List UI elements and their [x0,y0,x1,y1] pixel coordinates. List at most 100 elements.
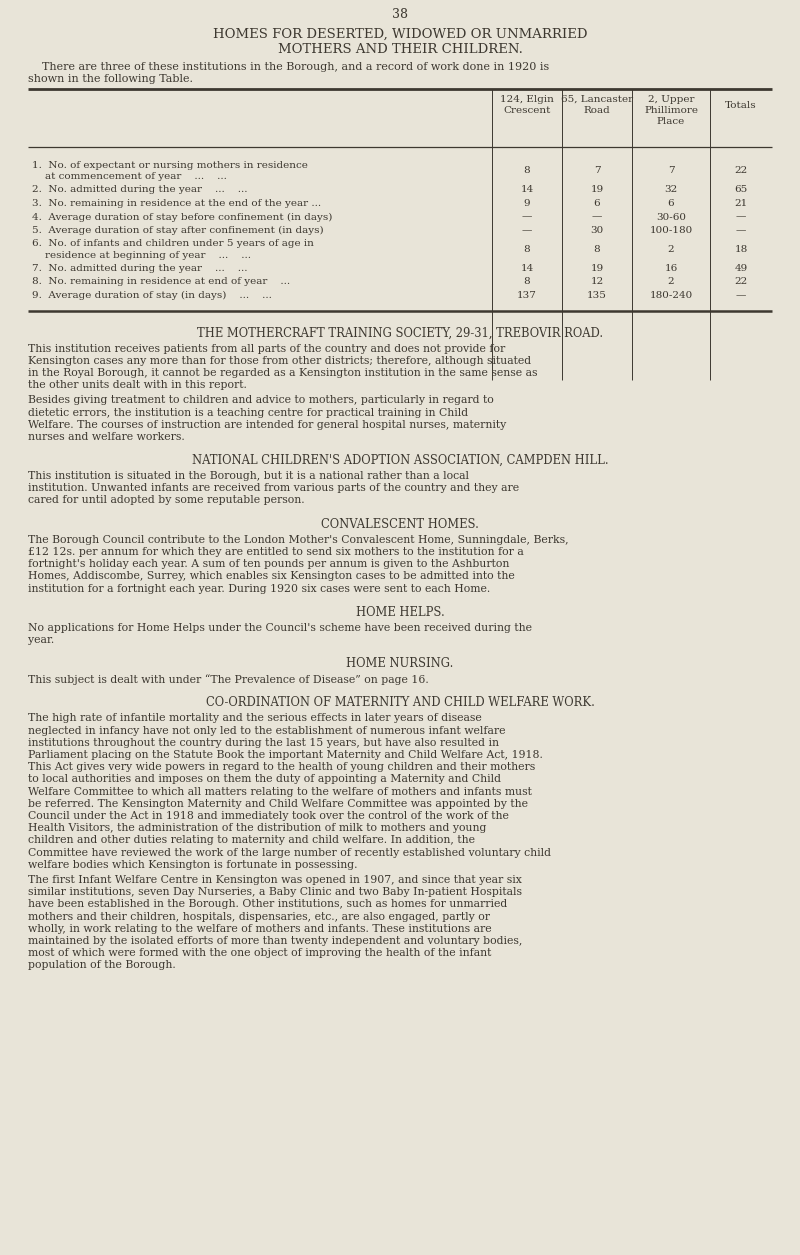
Text: There are three of these institutions in the Borough, and a record of work done : There are three of these institutions in… [28,61,550,72]
Text: mothers and their children, hospitals, dispensaries, etc., are also engaged, par: mothers and their children, hospitals, d… [28,911,490,921]
Text: welfare bodies which Kensington is fortunate in possessing.: welfare bodies which Kensington is fortu… [28,860,358,870]
Text: Road: Road [584,105,610,115]
Text: 2: 2 [668,245,674,254]
Text: Kensington cases any more than for those from other districts; therefore, althou: Kensington cases any more than for those… [28,355,531,365]
Text: —: — [592,212,602,221]
Text: maintained by the isolated efforts of more than twenty independent and voluntary: maintained by the isolated efforts of mo… [28,936,522,946]
Text: —: — [522,212,532,221]
Text: nurses and welfare workers.: nurses and welfare workers. [28,432,185,442]
Text: to local authorities and imposes on them the duty of appointing a Maternity and : to local authorities and imposes on them… [28,774,501,784]
Text: £12 12s. per annum for which they are entitled to send six mothers to the instit: £12 12s. per annum for which they are en… [28,547,524,557]
Text: 6: 6 [594,200,600,208]
Text: 137: 137 [517,291,537,300]
Text: The high rate of infantile mortality and the serious effects in later years of d: The high rate of infantile mortality and… [28,713,482,723]
Text: 6: 6 [668,200,674,208]
Text: 14: 14 [520,186,534,195]
Text: 12: 12 [590,277,604,286]
Text: 7: 7 [668,166,674,174]
Text: year.: year. [28,635,54,645]
Text: have been established in the Borough. Other institutions, such as homes for unma: have been established in the Borough. Ot… [28,900,507,910]
Text: —: — [736,226,746,235]
Text: 6.  No. of infants and children under 5 years of age in: 6. No. of infants and children under 5 y… [32,240,314,248]
Text: Welfare. The courses of instruction are intended for general hospital nurses, ma: Welfare. The courses of instruction are … [28,419,506,429]
Text: similar institutions, seven Day Nurseries, a Baby Clinic and two Baby In-patient: similar institutions, seven Day Nurserie… [28,887,522,897]
Text: cared for until adopted by some reputable person.: cared for until adopted by some reputabl… [28,496,305,506]
Text: NATIONAL CHILDREN'S ADOPTION ASSOCIATION, CAMPDEN HILL.: NATIONAL CHILDREN'S ADOPTION ASSOCIATION… [192,454,608,467]
Text: —: — [736,212,746,221]
Text: 38: 38 [392,8,408,21]
Text: Phillimore: Phillimore [644,105,698,115]
Text: The first Infant Welfare Centre in Kensington was opened in 1907, and since that: The first Infant Welfare Centre in Kensi… [28,875,522,885]
Text: 16: 16 [664,264,678,274]
Text: 8: 8 [524,245,530,254]
Text: institution for a fortnight each year. During 1920 six cases were sent to each H: institution for a fortnight each year. D… [28,584,490,594]
Text: 22: 22 [734,277,748,286]
Text: at commencement of year    ...    ...: at commencement of year ... ... [32,172,227,181]
Text: 19: 19 [590,186,604,195]
Text: This institution is situated in the Borough, but it is a national rather than a : This institution is situated in the Boro… [28,471,469,481]
Text: Parliament placing on the Statute Book the important Maternity and Child Welfare: Parliament placing on the Statute Book t… [28,750,543,759]
Text: 8: 8 [524,166,530,174]
Text: 8: 8 [594,245,600,254]
Text: 135: 135 [587,291,607,300]
Text: 65, Lancaster: 65, Lancaster [561,95,633,104]
Text: be referred. The Kensington Maternity and Child Welfare Committee was appointed : be referred. The Kensington Maternity an… [28,798,528,808]
Text: No applications for Home Helps under the Council's scheme have been received dur: No applications for Home Helps under the… [28,622,532,633]
Text: MOTHERS AND THEIR CHILDREN.: MOTHERS AND THEIR CHILDREN. [278,43,522,56]
Text: 32: 32 [664,186,678,195]
Text: 9: 9 [524,200,530,208]
Text: Place: Place [657,117,685,126]
Text: —: — [522,226,532,235]
Text: HOME NURSING.: HOME NURSING. [346,658,454,670]
Text: 3.  No. remaining in residence at the end of the year ...: 3. No. remaining in residence at the end… [32,200,321,208]
Text: 7: 7 [594,166,600,174]
Text: in the Royal Borough, it cannot be regarded as a Kensington institution in the s: in the Royal Borough, it cannot be regar… [28,368,538,378]
Text: CONVALESCENT HOMES.: CONVALESCENT HOMES. [321,518,479,531]
Text: institution. Unwanted infants are received from various parts of the country and: institution. Unwanted infants are receiv… [28,483,519,493]
Text: HOMES FOR DESERTED, WIDOWED OR UNMARRIED: HOMES FOR DESERTED, WIDOWED OR UNMARRIED [213,28,587,41]
Text: wholly, in work relating to the welfare of mothers and infants. These institutio: wholly, in work relating to the welfare … [28,924,492,934]
Text: institutions throughout the country during the last 15 years, but have also resu: institutions throughout the country duri… [28,738,499,748]
Text: 8: 8 [524,277,530,286]
Text: 9.  Average duration of stay (in days)    ...    ...: 9. Average duration of stay (in days) ..… [32,291,272,300]
Text: 2.  No. admitted during the year    ...    ...: 2. No. admitted during the year ... ... [32,186,247,195]
Text: 7.  No. admitted during the year    ...    ...: 7. No. admitted during the year ... ... [32,264,247,274]
Text: 2: 2 [668,277,674,286]
Text: This Act gives very wide powers in regard to the health of young children and th: This Act gives very wide powers in regar… [28,762,535,772]
Text: Besides giving treatment to children and advice to mothers, particularly in rega: Besides giving treatment to children and… [28,395,494,405]
Text: HOME HELPS.: HOME HELPS. [356,606,444,619]
Text: Health Visitors, the administration of the distribution of milk to mothers and y: Health Visitors, the administration of t… [28,823,486,833]
Text: 30: 30 [590,226,604,235]
Text: 1.  No. of expectant or nursing mothers in residence: 1. No. of expectant or nursing mothers i… [32,161,308,169]
Text: 5.  Average duration of stay after confinement (in days): 5. Average duration of stay after confin… [32,226,324,235]
Text: Homes, Addiscombe, Surrey, which enables six Kensington cases to be admitted int: Homes, Addiscombe, Surrey, which enables… [28,571,514,581]
Text: Committee have reviewed the work of the large number of recently established vol: Committee have reviewed the work of the … [28,847,551,857]
Text: CO-ORDINATION OF MATERNITY AND CHILD WELFARE WORK.: CO-ORDINATION OF MATERNITY AND CHILD WEL… [206,697,594,709]
Text: This subject is dealt with under “The Prevalence of Disease” on page 16.: This subject is dealt with under “The Pr… [28,674,429,685]
Text: most of which were formed with the one object of improving the health of the inf: most of which were formed with the one o… [28,948,491,958]
Text: population of the Borough.: population of the Borough. [28,960,176,970]
Text: 65: 65 [734,186,748,195]
Text: children and other duties relating to maternity and child welfare. In addition, : children and other duties relating to ma… [28,836,475,846]
Text: This institution receives patients from all parts of the country and does not pr: This institution receives patients from … [28,344,506,354]
Text: 124, Elgin: 124, Elgin [500,95,554,104]
Text: 49: 49 [734,264,748,274]
Text: 8.  No. remaining in residence at end of year    ...: 8. No. remaining in residence at end of … [32,277,290,286]
Text: THE MOTHERCRAFT TRAINING SOCIETY, 29-31, TREBOVIR ROAD.: THE MOTHERCRAFT TRAINING SOCIETY, 29-31,… [197,326,603,340]
Text: 18: 18 [734,245,748,254]
Text: Council under the Act in 1918 and immediately took over the control of the work : Council under the Act in 1918 and immedi… [28,811,509,821]
Text: 14: 14 [520,264,534,274]
Text: 4.  Average duration of stay before confinement (in days): 4. Average duration of stay before confi… [32,212,332,222]
Text: 2, Upper: 2, Upper [648,95,694,104]
Text: Totals: Totals [725,100,757,110]
Text: Welfare Committee to which all matters relating to the welfare of mothers and in: Welfare Committee to which all matters r… [28,787,532,797]
Text: residence at beginning of year    ...    ...: residence at beginning of year ... ... [32,251,251,260]
Text: —: — [736,291,746,300]
Text: 19: 19 [590,264,604,274]
Text: Crescent: Crescent [503,105,550,115]
Text: the other units dealt with in this report.: the other units dealt with in this repor… [28,380,247,390]
Text: neglected in infancy have not only led to the establishment of numerous infant w: neglected in infancy have not only led t… [28,725,506,735]
Text: 180-240: 180-240 [650,291,693,300]
Text: fortnight's holiday each year. A sum of ten pounds per annum is given to the Ash: fortnight's holiday each year. A sum of … [28,558,510,569]
Text: 21: 21 [734,200,748,208]
